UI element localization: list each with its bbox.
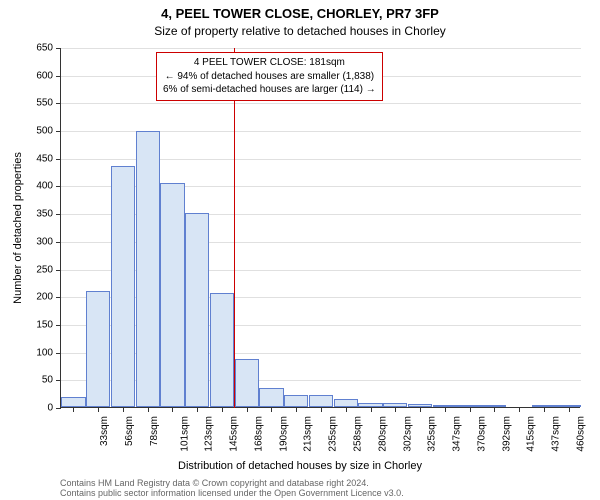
yaxis-label: 300 xyxy=(36,236,53,247)
histogram-bar xyxy=(185,213,209,407)
xtick xyxy=(296,407,297,412)
xtick xyxy=(321,407,322,412)
xaxis-label: 213sqm xyxy=(303,416,314,452)
yaxis-label: 100 xyxy=(36,347,53,358)
xtick xyxy=(445,407,446,412)
xaxis-label: 415sqm xyxy=(526,416,537,452)
annotation-line2: ← 94% of detached houses are smaller (1,… xyxy=(163,70,376,84)
yaxis-label: 500 xyxy=(36,126,53,137)
xaxis-label: 460sqm xyxy=(575,416,586,452)
histogram-bar xyxy=(235,359,259,407)
yaxis-label: 0 xyxy=(47,403,53,414)
annotation-box: 4 PEEL TOWER CLOSE: 181sqm ← 94% of deta… xyxy=(156,52,383,101)
ytick xyxy=(56,186,61,187)
histogram-bar xyxy=(160,183,184,407)
xtick xyxy=(371,407,372,412)
xtick xyxy=(494,407,495,412)
ytick xyxy=(56,76,61,77)
xaxis-label: 56sqm xyxy=(124,416,135,446)
ytick xyxy=(56,131,61,132)
histogram-bar xyxy=(111,166,135,407)
ytick xyxy=(56,242,61,243)
footer-line1: Contains HM Land Registry data © Crown c… xyxy=(60,478,369,488)
ytick xyxy=(56,270,61,271)
histogram-bar xyxy=(61,397,85,407)
xaxis-label: 392sqm xyxy=(501,416,512,452)
xtick xyxy=(271,407,272,412)
chart-title-main: 4, PEEL TOWER CLOSE, CHORLEY, PR7 3FP xyxy=(0,6,600,21)
xtick xyxy=(148,407,149,412)
yaxis-label: 200 xyxy=(36,292,53,303)
yaxis-label: 650 xyxy=(36,43,53,54)
xtick xyxy=(172,407,173,412)
ytick xyxy=(56,353,61,354)
xaxis-label: 370sqm xyxy=(476,416,487,452)
xaxis-label: 258sqm xyxy=(353,416,364,452)
xtick xyxy=(98,407,99,412)
ytick xyxy=(56,380,61,381)
histogram-bar xyxy=(309,395,333,407)
gridline xyxy=(61,103,581,104)
xaxis-label: 168sqm xyxy=(254,416,265,452)
ytick xyxy=(56,103,61,104)
ytick xyxy=(56,408,61,409)
xaxis-label: 123sqm xyxy=(204,416,215,452)
ytick xyxy=(56,48,61,49)
xaxis-label: 33sqm xyxy=(99,416,110,446)
annotation-line1: 4 PEEL TOWER CLOSE: 181sqm xyxy=(163,56,376,70)
yaxis-label: 350 xyxy=(36,209,53,220)
xtick xyxy=(519,407,520,412)
ytick xyxy=(56,325,61,326)
plot-area: 4 PEEL TOWER CLOSE: 181sqm ← 94% of deta… xyxy=(60,48,580,408)
chart-container: 4, PEEL TOWER CLOSE, CHORLEY, PR7 3FP Si… xyxy=(0,0,600,500)
yaxis-label: 600 xyxy=(36,70,53,81)
xtick xyxy=(222,407,223,412)
yaxis-label: 550 xyxy=(36,98,53,109)
ytick xyxy=(56,214,61,215)
xaxis-label: 145sqm xyxy=(229,416,240,452)
histogram-bar xyxy=(259,388,283,407)
gridline xyxy=(61,48,581,49)
xaxis-label: 437sqm xyxy=(551,416,562,452)
chart-title-sub: Size of property relative to detached ho… xyxy=(0,24,600,38)
histogram-bar xyxy=(86,291,110,407)
xtick xyxy=(197,407,198,412)
xaxis-title: Distribution of detached houses by size … xyxy=(0,460,600,472)
xaxis-label: 190sqm xyxy=(278,416,289,452)
footer-line2: Contains public sector information licen… xyxy=(60,488,404,498)
xaxis-label: 101sqm xyxy=(179,416,190,452)
xtick xyxy=(544,407,545,412)
xtick xyxy=(420,407,421,412)
yaxis-label: 450 xyxy=(36,153,53,164)
xtick xyxy=(123,407,124,412)
histogram-bar xyxy=(210,293,234,407)
xtick xyxy=(470,407,471,412)
histogram-bar xyxy=(136,131,160,407)
xtick xyxy=(346,407,347,412)
histogram-bar xyxy=(284,395,308,407)
xaxis-label: 302sqm xyxy=(402,416,413,452)
xaxis-label: 78sqm xyxy=(149,416,160,446)
yaxis-label: 250 xyxy=(36,264,53,275)
xtick xyxy=(73,407,74,412)
ytick xyxy=(56,159,61,160)
histogram-bar xyxy=(334,399,358,407)
yaxis-label: 50 xyxy=(42,375,53,386)
xaxis-label: 235sqm xyxy=(328,416,339,452)
yaxis-label: 400 xyxy=(36,181,53,192)
xtick xyxy=(569,407,570,412)
annotation-line3: 6% of semi-detached houses are larger (1… xyxy=(163,83,376,97)
reference-line xyxy=(234,48,235,408)
xtick xyxy=(395,407,396,412)
xaxis-label: 347sqm xyxy=(452,416,463,452)
yaxis-label: 150 xyxy=(36,319,53,330)
xaxis-label: 280sqm xyxy=(377,416,388,452)
ytick xyxy=(56,297,61,298)
xaxis-label: 325sqm xyxy=(427,416,438,452)
xtick xyxy=(247,407,248,412)
